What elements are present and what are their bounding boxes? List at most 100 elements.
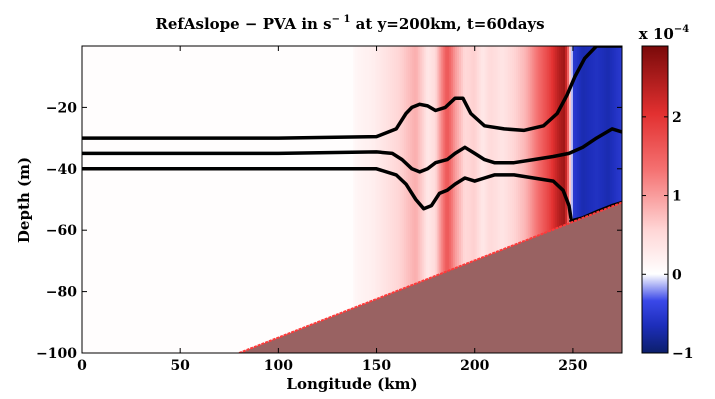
heatmap-cell	[462, 46, 466, 353]
heatmap-cell	[460, 46, 464, 353]
heatmap-cell	[390, 46, 393, 353]
heatmap-cell	[85, 46, 89, 353]
heatmap-cell	[256, 46, 260, 353]
heatmap-cell	[429, 46, 433, 353]
heatmap-cell	[111, 46, 115, 353]
heatmap-cell	[82, 46, 85, 353]
heatmap-cell	[158, 46, 162, 353]
colorbar-tick-label: 1	[672, 189, 682, 205]
heatmap-cell	[276, 46, 279, 353]
heatmap-cell	[533, 46, 537, 353]
heatmap-cell	[345, 46, 348, 353]
heatmap-cell	[209, 46, 213, 353]
y-tick-label: −40	[46, 162, 77, 178]
colorbar-multiplier-exponent: −4	[674, 24, 689, 35]
heatmap-cell	[508, 46, 511, 353]
heatmap-cell	[282, 46, 285, 353]
heatmap-cell	[398, 46, 401, 353]
heatmap-cell	[411, 46, 415, 353]
heatmap-cell	[590, 46, 594, 353]
heatmap-cell	[246, 46, 250, 353]
heatmap-cell	[578, 46, 582, 353]
heatmap-cell	[404, 46, 407, 353]
heatmap-cell	[280, 46, 283, 353]
heatmap-cell	[453, 46, 456, 353]
heatmap-cell	[466, 46, 470, 353]
heatmap-cell	[337, 46, 340, 353]
y-axis: −100 −80 −60 −40 −20	[36, 100, 622, 362]
heatmap-cell	[441, 46, 444, 353]
heatmap-cell	[506, 46, 509, 353]
heatmap-cell	[616, 46, 619, 353]
colorbar-tick-label: 2	[672, 110, 682, 126]
heatmap-cell	[129, 46, 132, 353]
heatmap-cell	[190, 46, 193, 353]
heatmap-cell	[394, 46, 397, 353]
seafloor-edge	[238, 201, 622, 353]
x-tick-label: 250	[558, 358, 587, 374]
heatmap-cell	[296, 46, 299, 353]
heatmap-cell	[83, 46, 87, 353]
heatmap-cell	[138, 46, 142, 353]
heatmap-cell	[547, 46, 550, 353]
heatmap-cell	[148, 46, 152, 353]
heatmap-cell	[268, 46, 272, 353]
heatmap-cell	[455, 46, 458, 353]
heatmap-cell	[235, 46, 238, 353]
heatmap-cell	[107, 46, 111, 353]
heatmap-cell	[352, 46, 356, 353]
heatmap-cell	[527, 46, 531, 353]
heatmap-cell	[437, 46, 440, 353]
heatmap-cell	[162, 46, 166, 353]
heatmap-cell	[349, 46, 352, 353]
heatmap-cell	[176, 46, 179, 353]
heatmap-cell	[464, 46, 468, 353]
heatmap-cell	[439, 46, 442, 353]
heatmap-cell	[323, 46, 327, 353]
heatmap-cell	[364, 46, 368, 353]
heatmap-cell	[368, 46, 372, 353]
heatmap-cell	[101, 46, 105, 353]
heatmap-cell	[317, 46, 321, 353]
heatmap-cell	[301, 46, 305, 353]
y-tick-label: −80	[46, 285, 77, 301]
topography	[238, 201, 622, 353]
heatmap-cell	[309, 46, 313, 353]
heatmap-cell	[333, 46, 336, 353]
heatmap-cell	[219, 46, 223, 353]
heatmap-cell	[278, 46, 281, 353]
plot-area	[82, 46, 622, 353]
heatmap-cell	[229, 46, 232, 353]
heatmap-cell	[496, 46, 499, 353]
heatmap-cell	[551, 46, 554, 353]
heatmap-cell	[486, 46, 490, 353]
heatmap-cell	[596, 46, 600, 353]
heatmap-cell	[260, 46, 264, 353]
heatmap-cell	[254, 46, 258, 353]
heatmap-cell	[250, 46, 254, 353]
heatmap-cell	[541, 46, 545, 353]
heatmap-cell	[119, 46, 122, 353]
heatmap-cell	[478, 46, 482, 353]
heatmap-cell	[307, 46, 311, 353]
heatmap-cell	[374, 46, 378, 353]
heatmap-cell	[168, 46, 171, 353]
colorbar-gradient	[641, 45, 669, 354]
heatmap-cell	[443, 46, 446, 353]
heatmap-cell	[243, 46, 246, 353]
heatmap-cell	[515, 46, 519, 353]
heatmap-cell	[614, 46, 617, 353]
heatmap-cell	[244, 46, 248, 353]
heatmap-cell	[419, 46, 423, 353]
heatmap-cell	[160, 46, 164, 353]
heatmap-cell	[407, 46, 411, 353]
heatmap-cell	[248, 46, 252, 353]
heatmap-cell	[298, 46, 301, 353]
heatmap-cell	[150, 46, 154, 353]
heatmap-cell	[535, 46, 539, 353]
heatmap-cell	[517, 46, 521, 353]
heatmap-cell	[123, 46, 126, 353]
x-tick-label: 150	[362, 358, 391, 374]
heatmap-cell	[99, 46, 103, 353]
